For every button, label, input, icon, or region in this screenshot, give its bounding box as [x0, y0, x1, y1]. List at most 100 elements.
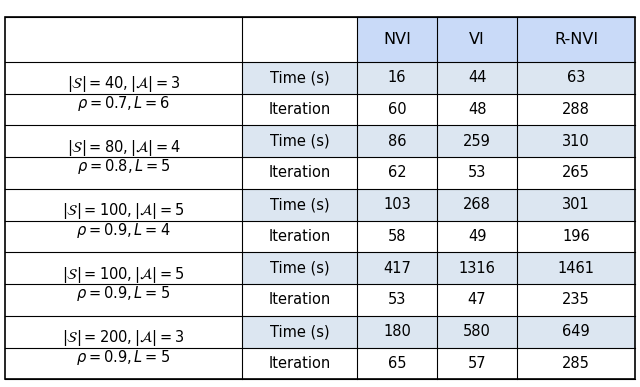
Bar — [242, 252, 357, 284]
Text: Iteration: Iteration — [268, 102, 331, 117]
Bar — [5, 221, 242, 252]
Bar — [517, 94, 635, 125]
Text: Iteration: Iteration — [268, 293, 331, 307]
Bar — [242, 316, 357, 348]
Text: Iteration: Iteration — [268, 229, 331, 244]
Text: R-NVI: R-NVI — [554, 32, 598, 47]
Bar — [5, 94, 242, 125]
Text: 1461: 1461 — [557, 261, 595, 276]
Bar — [5, 189, 242, 221]
Text: $\rho = 0.8, L = 5$: $\rho = 0.8, L = 5$ — [77, 157, 170, 176]
Bar — [437, 348, 517, 379]
Bar — [437, 125, 517, 157]
Text: 53: 53 — [388, 293, 406, 307]
Text: 16: 16 — [388, 70, 406, 85]
Bar — [242, 221, 357, 252]
Text: Iteration: Iteration — [268, 166, 331, 180]
Bar — [437, 284, 517, 316]
Bar — [517, 157, 635, 189]
Bar — [357, 316, 437, 348]
Bar — [5, 125, 242, 157]
Text: 268: 268 — [463, 197, 491, 212]
Text: $\rho = 0.7, L = 6$: $\rho = 0.7, L = 6$ — [77, 94, 170, 113]
Text: 47: 47 — [468, 293, 486, 307]
Bar — [242, 94, 357, 125]
Text: 649: 649 — [562, 324, 590, 339]
Bar — [437, 252, 517, 284]
Text: Time (s): Time (s) — [269, 197, 330, 212]
Text: 58: 58 — [388, 229, 406, 244]
Text: 48: 48 — [468, 102, 486, 117]
Text: Iteration: Iteration — [268, 356, 331, 371]
Text: 285: 285 — [562, 356, 590, 371]
Bar — [242, 125, 357, 157]
Bar — [437, 157, 517, 189]
Bar — [437, 62, 517, 94]
Text: 301: 301 — [562, 197, 590, 212]
Text: 288: 288 — [562, 102, 590, 117]
Bar — [242, 189, 357, 221]
Bar — [357, 252, 437, 284]
Text: 310: 310 — [562, 134, 590, 149]
Text: 63: 63 — [567, 70, 585, 85]
Bar — [357, 157, 437, 189]
Text: Time (s): Time (s) — [269, 261, 330, 276]
Bar — [242, 284, 357, 316]
Bar — [517, 189, 635, 221]
Bar — [357, 189, 437, 221]
Text: $\rho = 0.9, L = 5$: $\rho = 0.9, L = 5$ — [76, 348, 171, 366]
Text: 235: 235 — [562, 293, 590, 307]
Bar — [5, 252, 242, 284]
Bar — [517, 125, 635, 157]
Text: 265: 265 — [562, 166, 590, 180]
Text: 53: 53 — [468, 166, 486, 180]
Bar — [5, 316, 242, 348]
Text: Time (s): Time (s) — [269, 70, 330, 85]
Text: 62: 62 — [388, 166, 406, 180]
Text: $|\mathcal{S}| = 80, |\mathcal{A}| = 4$: $|\mathcal{S}| = 80, |\mathcal{A}| = 4$ — [67, 138, 180, 158]
Bar — [357, 94, 437, 125]
Text: $|\mathcal{S}| = 40, |\mathcal{A}| = 3$: $|\mathcal{S}| = 40, |\mathcal{A}| = 3$ — [67, 74, 180, 94]
Text: 57: 57 — [468, 356, 486, 371]
Text: 60: 60 — [388, 102, 406, 117]
Bar — [357, 62, 437, 94]
Text: $|\mathcal{S}| = 200, |\mathcal{A}| = 3$: $|\mathcal{S}| = 200, |\mathcal{A}| = 3$ — [62, 328, 185, 348]
Text: VI: VI — [469, 32, 485, 47]
Bar — [242, 62, 357, 94]
Bar — [357, 125, 437, 157]
Text: 180: 180 — [383, 324, 411, 339]
Bar — [5, 348, 242, 379]
Text: 259: 259 — [463, 134, 491, 149]
Text: NVI: NVI — [383, 32, 411, 47]
Bar — [437, 94, 517, 125]
Text: 196: 196 — [562, 229, 590, 244]
Bar — [517, 348, 635, 379]
Bar — [437, 221, 517, 252]
Text: 49: 49 — [468, 229, 486, 244]
Bar — [242, 157, 357, 189]
Text: Time (s): Time (s) — [269, 134, 330, 149]
Bar — [357, 284, 437, 316]
Bar — [517, 316, 635, 348]
Bar — [357, 348, 437, 379]
Text: $\rho = 0.9, L = 4$: $\rho = 0.9, L = 4$ — [76, 221, 171, 240]
Text: 65: 65 — [388, 356, 406, 371]
Text: $|\mathcal{S}| = 100, |\mathcal{A}| = 5$: $|\mathcal{S}| = 100, |\mathcal{A}| = 5$ — [62, 201, 185, 221]
Text: 417: 417 — [383, 261, 411, 276]
Text: $\rho = 0.9, L = 5$: $\rho = 0.9, L = 5$ — [76, 284, 171, 303]
Bar — [437, 189, 517, 221]
Text: 44: 44 — [468, 70, 486, 85]
Text: Time (s): Time (s) — [269, 324, 330, 339]
Bar — [517, 252, 635, 284]
Bar — [517, 221, 635, 252]
Bar — [5, 62, 242, 94]
Bar — [437, 316, 517, 348]
Text: 1316: 1316 — [459, 261, 495, 276]
Text: 103: 103 — [383, 197, 411, 212]
Bar — [5, 284, 242, 316]
Text: 86: 86 — [388, 134, 406, 149]
Bar — [242, 348, 357, 379]
Bar — [357, 221, 437, 252]
Bar — [517, 284, 635, 316]
Bar — [5, 157, 242, 189]
